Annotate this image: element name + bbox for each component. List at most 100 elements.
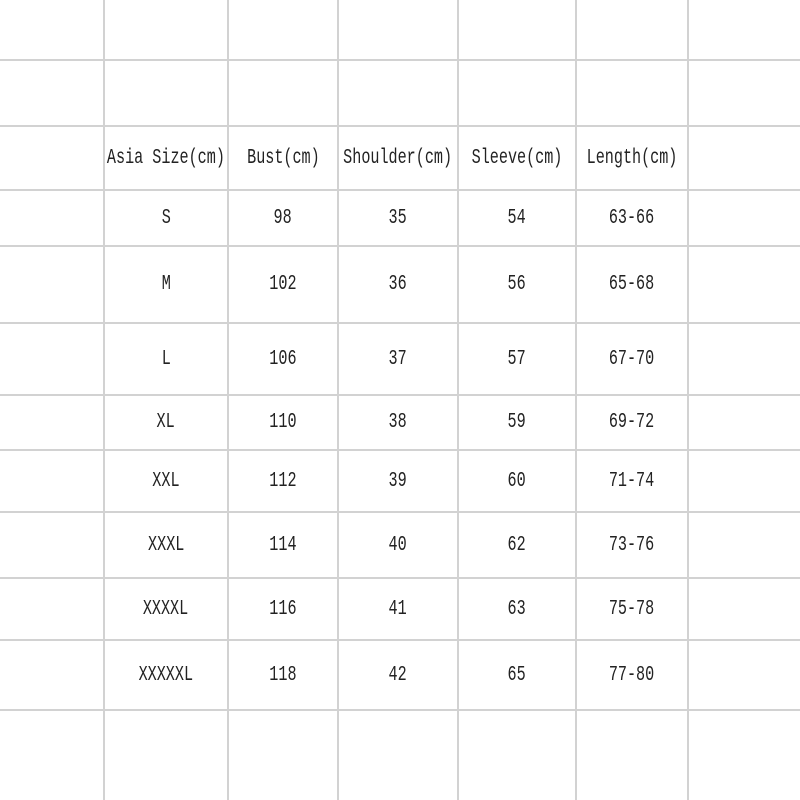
- empty-cell: [0, 641, 103, 709]
- cell-text: 56: [507, 273, 527, 296]
- table-cell: 116: [229, 579, 337, 639]
- cell-text: 65: [507, 663, 527, 687]
- table-cell: 98: [229, 191, 337, 245]
- table-cell: 54: [459, 191, 575, 245]
- empty-cell: [577, 0, 687, 59]
- cell-text: 59: [507, 411, 527, 434]
- empty-cell: [0, 324, 103, 394]
- table-cell: 38: [339, 396, 457, 449]
- cell-text: 54: [507, 206, 527, 230]
- table-cell: 102: [229, 247, 337, 322]
- table-cell: M: [105, 247, 227, 322]
- cell-text: 38: [388, 411, 408, 434]
- cell-text: 36: [388, 273, 408, 296]
- cell-text: 67-70: [609, 347, 655, 371]
- table-cell: 73-76: [577, 513, 687, 577]
- cell-text: 116: [269, 597, 297, 621]
- empty-cell: [689, 191, 800, 245]
- table-cell: 110: [229, 396, 337, 449]
- empty-cell: [459, 0, 575, 59]
- cell-text: Asia Size(cm): [107, 146, 225, 170]
- empty-cell: [689, 513, 800, 577]
- empty-cell: [0, 0, 103, 59]
- cell-text: 63-66: [609, 206, 655, 230]
- cell-text: XXXXXL: [138, 663, 194, 687]
- empty-cell: [229, 61, 337, 125]
- cell-text: 41: [388, 597, 408, 621]
- cell-text: 73-76: [609, 533, 655, 557]
- cell-text: 40: [388, 533, 408, 557]
- empty-cell: [0, 61, 103, 125]
- cell-text: 102: [269, 273, 297, 296]
- empty-cell: [459, 61, 575, 125]
- cell-text: 62: [507, 533, 527, 557]
- table-cell: 65-68: [577, 247, 687, 322]
- table-cell: 42: [339, 641, 457, 709]
- empty-cell: [0, 711, 103, 800]
- table-cell: 41: [339, 579, 457, 639]
- table-cell: 71-74: [577, 451, 687, 511]
- table-cell: L: [105, 324, 227, 394]
- empty-cell: [689, 247, 800, 322]
- table-cell: 114: [229, 513, 337, 577]
- empty-cell: [0, 247, 103, 322]
- empty-cell: [105, 0, 227, 59]
- table-cell: 62: [459, 513, 575, 577]
- table-cell: 112: [229, 451, 337, 511]
- cell-text: 39: [388, 469, 408, 493]
- empty-cell: [689, 127, 800, 189]
- empty-cell: [689, 641, 800, 709]
- empty-cell: [689, 396, 800, 449]
- cell-text: 77-80: [609, 663, 655, 687]
- cell-text: Length(cm): [586, 146, 678, 170]
- cell-text: 112: [269, 469, 297, 493]
- empty-cell: [339, 0, 457, 59]
- empty-cell: [577, 61, 687, 125]
- table-cell: S: [105, 191, 227, 245]
- empty-cell: [689, 324, 800, 394]
- header-cell: Shoulder(cm): [339, 127, 457, 189]
- empty-cell: [0, 513, 103, 577]
- empty-cell: [339, 61, 457, 125]
- header-cell: Bust(cm): [229, 127, 337, 189]
- table-cell: 40: [339, 513, 457, 577]
- table-cell: XL: [105, 396, 227, 449]
- cell-text: 37: [388, 347, 408, 371]
- cell-text: XL: [156, 411, 176, 434]
- cell-text: 75-78: [609, 597, 655, 621]
- empty-cell: [0, 396, 103, 449]
- table-cell: 35: [339, 191, 457, 245]
- empty-cell: [105, 61, 227, 125]
- table-cell: 63: [459, 579, 575, 639]
- cell-text: XXXL: [147, 533, 185, 557]
- empty-cell: [689, 711, 800, 800]
- table-cell: 69-72: [577, 396, 687, 449]
- empty-cell: [105, 711, 227, 800]
- cell-text: Shoulder(cm): [343, 146, 453, 170]
- empty-cell: [0, 451, 103, 511]
- table-cell: 57: [459, 324, 575, 394]
- cell-text: Bust(cm): [246, 146, 320, 170]
- empty-cell: [339, 711, 457, 800]
- cell-text: 110: [269, 411, 297, 434]
- cell-text: M: [161, 273, 171, 296]
- empty-cell: [459, 711, 575, 800]
- cell-text: 60: [507, 469, 527, 493]
- table-cell: XXXL: [105, 513, 227, 577]
- cell-text: 57: [507, 347, 527, 371]
- cell-text: 118: [269, 663, 297, 687]
- empty-cell: [0, 127, 103, 189]
- table-cell: 75-78: [577, 579, 687, 639]
- empty-cell: [689, 579, 800, 639]
- cell-text: S: [161, 206, 171, 230]
- cell-text: 69-72: [609, 411, 655, 434]
- cell-text: 106: [269, 347, 297, 371]
- cell-text: 98: [273, 206, 293, 230]
- table-cell: 65: [459, 641, 575, 709]
- empty-cell: [689, 61, 800, 125]
- cell-text: XXXXL: [143, 597, 189, 621]
- cell-text: 42: [388, 663, 408, 687]
- table-cell: XXXXL: [105, 579, 227, 639]
- cell-text: L: [161, 347, 171, 371]
- table-cell: 36: [339, 247, 457, 322]
